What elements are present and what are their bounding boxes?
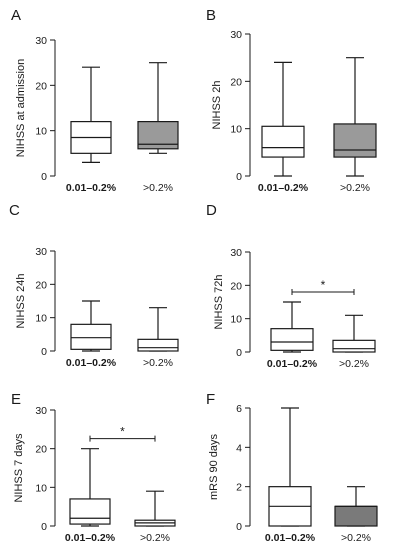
panel-a: A 0 10 20 30 NIHSS at admission 0.01–0.2% >0.2% [11, 7, 179, 194]
box-high [333, 57, 377, 177]
y-tick-label: 0 [236, 347, 242, 359]
y-tick-label: 6 [236, 403, 242, 415]
box-low [69, 448, 111, 527]
x-category-label: 0.01–0.2% [265, 532, 316, 544]
y-tick-label: 30 [35, 405, 47, 417]
y-tick-label: 10 [35, 126, 47, 138]
y-axis-label: NIHSS 72h [213, 274, 225, 329]
box-high [137, 62, 179, 154]
box-high [134, 490, 176, 527]
panel-b: B 0 10 20 30 NIHSS 2h 0.01–0.2% >0.2% [206, 7, 377, 194]
y-tick-label: 10 [230, 124, 242, 136]
panel-c: C 0 10 20 30 NIHSS 24h 0.01–0.2% >0.2% [9, 202, 179, 369]
box-high [332, 314, 376, 353]
panel-f: F 0 2 4 6 mRS 90 days 0.01–0.2% >0.2% [206, 391, 378, 544]
panel-letter: F [206, 391, 215, 408]
y-tick-label: 0 [41, 171, 47, 183]
y-tick-label: 0 [41, 521, 47, 533]
box-low [261, 61, 305, 177]
x-category-label: >0.2% [143, 357, 173, 369]
panel-letter: B [206, 7, 216, 24]
y-tick-label: 30 [35, 35, 47, 47]
panel-letter: D [206, 202, 217, 219]
box-high [334, 486, 378, 527]
panel-letter: C [9, 202, 20, 219]
y-axis-label: NIHSS 7 days [13, 433, 25, 503]
y-tick-label: 10 [35, 313, 47, 325]
box-low [268, 407, 312, 527]
box-body [334, 505, 378, 527]
y-tick-label: 20 [230, 76, 242, 88]
y-tick-label: 10 [230, 314, 242, 326]
box-high [137, 307, 179, 352]
x-category-label: >0.2% [340, 182, 370, 194]
panel-d: D 0 10 20 30 NIHSS 72h 0.01–0.2% >0.2% * [206, 202, 376, 370]
y-tick-label: 0 [41, 346, 47, 358]
panel-letter: A [11, 7, 21, 24]
box-body [332, 339, 376, 353]
box-low [70, 300, 112, 352]
significance-star: * [120, 425, 125, 439]
box-low [270, 301, 314, 353]
x-category-label: >0.2% [143, 182, 173, 194]
y-tick-label: 0 [236, 521, 242, 533]
box-body [333, 123, 377, 158]
y-tick-label: 2 [236, 482, 242, 494]
y-tick-label: 4 [236, 442, 242, 454]
y-axis-label: NIHSS 24h [15, 273, 27, 328]
x-category-label: 0.01–0.2% [66, 182, 117, 194]
box-low [70, 66, 112, 163]
y-tick-label: 30 [35, 246, 47, 258]
significance-star: * [321, 278, 326, 292]
y-tick-label: 30 [230, 247, 242, 259]
box-body [261, 125, 305, 158]
box-body [70, 323, 112, 350]
box-body [69, 498, 111, 525]
y-tick-label: 20 [35, 279, 47, 291]
panel-e: E 0 10 20 30 NIHSS 7 days 0.01–0.2% >0.2% * [11, 391, 176, 544]
y-tick-label: 20 [35, 80, 47, 92]
y-axis-label: NIHSS 2h [211, 81, 223, 130]
x-category-label: 0.01–0.2% [267, 358, 318, 370]
x-category-label: 0.01–0.2% [66, 357, 117, 369]
y-tick-label: 20 [35, 444, 47, 456]
y-tick-label: 0 [236, 171, 242, 183]
box-body [137, 338, 179, 352]
x-category-label: 0.01–0.2% [65, 532, 116, 544]
x-category-label: >0.2% [341, 532, 371, 544]
y-axis-label: mRS 90 days [208, 433, 220, 500]
x-category-label: >0.2% [339, 358, 369, 370]
x-category-label: 0.01–0.2% [258, 182, 309, 194]
y-axis-label: NIHSS at admission [15, 59, 27, 157]
box-body [270, 328, 314, 351]
y-tick-label: 30 [230, 29, 242, 41]
y-tick-label: 10 [35, 482, 47, 494]
y-tick-label: 20 [230, 280, 242, 292]
x-category-label: >0.2% [140, 532, 170, 544]
panel-letter: E [11, 391, 21, 408]
